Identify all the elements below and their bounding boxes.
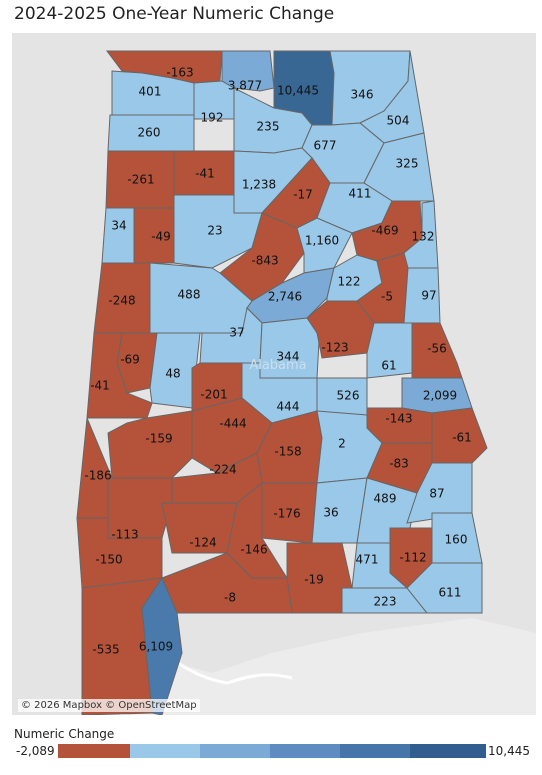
county-label-shelby: 2,746 — [268, 290, 302, 304]
legend-swatch — [130, 744, 200, 758]
county-limestone[interactable] — [221, 50, 275, 92]
county-label-marengo: -159 — [145, 432, 172, 446]
county-label-wilcox: -224 — [209, 463, 236, 477]
county-label-greene: -69 — [120, 353, 140, 367]
county-label-houston: 611 — [439, 586, 462, 600]
county-label-tuscaloosa: 488 — [178, 288, 201, 302]
county-label-blount: -17 — [293, 188, 313, 202]
county-label-barbour: 87 — [429, 487, 444, 501]
county-label-montgomery: 2 — [338, 437, 346, 451]
county-label-randolph: 97 — [421, 289, 436, 303]
county-label-mobile: -535 — [92, 643, 119, 657]
county-label-bibb: 37 — [229, 326, 244, 340]
map-canvas[interactable]: -163 401 192 3,877 10,445 346 504 260 235 677 325 -… — [12, 33, 536, 715]
county-barbour[interactable] — [406, 462, 473, 524]
county-lamar[interactable] — [101, 207, 135, 264]
county-label-russell: -61 — [452, 431, 472, 445]
county-label-escambia: -8 — [224, 591, 236, 605]
county-label-calhoun: -469 — [371, 224, 398, 238]
county-label-talladega: 122 — [338, 275, 361, 289]
legend-title: Numeric Change — [14, 727, 115, 741]
county-label-perry: -201 — [200, 388, 227, 402]
county-label-hale: 48 — [165, 367, 180, 381]
county-label-bullock: -83 — [389, 457, 409, 471]
county-tallapoosa[interactable] — [366, 322, 413, 379]
county-label-marshall: 677 — [314, 139, 337, 153]
county-sumter[interactable] — [86, 332, 153, 419]
basemap-state-label: Alabama — [249, 358, 306, 373]
legend-swatch — [58, 744, 130, 758]
county-label-lowndes: -158 — [274, 445, 301, 459]
county-label-crenshaw: 36 — [323, 506, 338, 520]
county-label-clarke: -113 — [111, 528, 138, 542]
county-baldwin[interactable] — [141, 576, 183, 715]
county-label-covington: -19 — [304, 573, 324, 587]
county-label-chilton: 344 — [277, 350, 300, 364]
county-label-dale: -112 — [399, 551, 426, 565]
county-label-cullman: 1,238 — [242, 178, 276, 192]
county-label-tallapoosa: 61 — [381, 359, 396, 373]
county-label-cleburne: 132 — [412, 230, 435, 244]
county-label-sumter: -41 — [90, 379, 110, 393]
county-label-etowah: 411 — [349, 187, 372, 201]
county-label-fayette: -49 — [151, 230, 171, 244]
map-title: 2024-2025 One-Year Numeric Change — [14, 4, 335, 24]
legend-swatch — [270, 744, 340, 758]
county-label-washington: -150 — [95, 553, 122, 567]
legend-max-label: 10,445 — [488, 744, 530, 758]
county-label-monroe: -124 — [189, 536, 216, 550]
county-label-coffee: 471 — [356, 553, 379, 567]
county-label-pike: 489 — [374, 492, 397, 506]
county-label-henry: 160 — [445, 533, 468, 547]
county-label-winston: -41 — [195, 167, 215, 181]
county-label-marion: -261 — [127, 173, 154, 187]
county-label-conecuh: -146 — [240, 543, 267, 557]
county-houston[interactable] — [406, 562, 483, 614]
county-label-jefferson: -843 — [251, 254, 278, 268]
county-label-stclair: 1,160 — [305, 234, 339, 248]
county-label-madison: 10,445 — [277, 84, 319, 98]
county-chambers[interactable] — [411, 322, 463, 379]
county-label-macon: -143 — [385, 412, 412, 426]
alabama-county-map[interactable]: -163 401 192 3,877 10,445 346 504 260 235 677 325 -… — [12, 33, 536, 715]
county-label-baldwin: 6,109 — [139, 640, 173, 654]
county-label-autauga: 444 — [277, 400, 300, 414]
county-label-pickens: -248 — [108, 294, 135, 308]
county-label-franklin: 260 — [138, 126, 161, 140]
legend-min-label: -2,089 — [16, 744, 55, 758]
gulf-water — [102, 618, 536, 715]
legend-swatch — [410, 744, 486, 758]
county-label-lee: 2,099 — [423, 389, 457, 403]
county-label-chambers: -56 — [427, 342, 447, 356]
county-label-coosa: -123 — [321, 341, 348, 355]
county-hale[interactable] — [149, 332, 201, 409]
county-label-dallas: -444 — [219, 417, 246, 431]
county-label-elmore: 526 — [337, 389, 360, 403]
county-label-colbert: 401 — [139, 85, 162, 99]
county-label-morgan: 235 — [257, 120, 280, 134]
county-label-limestone: 3,877 — [228, 79, 262, 93]
legend-swatch — [340, 744, 410, 758]
county-label-lauderdale: -163 — [166, 66, 193, 80]
county-label-jackson: 346 — [351, 88, 374, 102]
county-label-dekalb: 504 — [387, 114, 410, 128]
county-label-choctaw: -186 — [84, 469, 111, 483]
county-label-lawrence: 192 — [201, 111, 224, 125]
county-label-walker: 23 — [207, 224, 222, 238]
legend-color-ramp — [58, 744, 486, 758]
map-attribution: © 2026 Mapbox © OpenStreetMap — [18, 699, 200, 712]
county-label-lamar: 34 — [111, 219, 126, 233]
county-label-butler: -176 — [273, 507, 300, 521]
county-label-clay: -5 — [381, 290, 393, 304]
county-label-geneva: 223 — [374, 595, 397, 609]
legend-swatch — [200, 744, 270, 758]
county-label-cherokee: 325 — [396, 157, 419, 171]
